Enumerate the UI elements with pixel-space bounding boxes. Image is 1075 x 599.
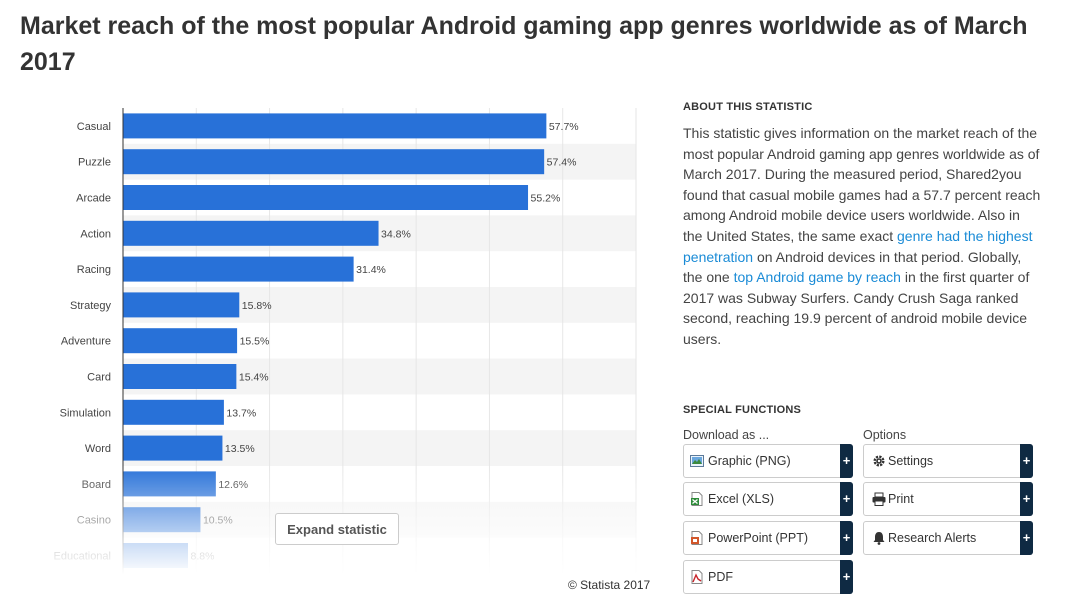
bar-simulation[interactable]	[123, 399, 224, 425]
page-title: Market reach of the most popular Android…	[20, 12, 1028, 76]
expand-statistic-button[interactable]: Expand statistic	[275, 513, 399, 545]
print-button[interactable]: Print +	[863, 482, 1033, 516]
category-label: Strategy	[70, 300, 111, 312]
chart-svg: Casual 57.7% Puzzle 57.4% Arcade 55.2% Action 3…	[54, 108, 637, 574]
value-label: 15.5%	[240, 336, 270, 348]
bar-casino[interactable]	[123, 507, 201, 533]
download-ppt-label: PowerPoint (PPT)	[708, 531, 809, 545]
excel-icon	[690, 492, 704, 506]
about-text-part-2: on Android devices in that period. Globa…	[683, 248, 1022, 286]
plus-icon: +	[840, 521, 853, 555]
value-label: 34.8%	[381, 228, 411, 240]
download-as-label: Download as ...	[683, 428, 770, 442]
category-label: Educational	[54, 551, 112, 563]
about-text-part-3: in the first quarter of 2017 was Subway …	[683, 269, 1030, 347]
category-label: Puzzle	[78, 157, 111, 169]
download-png-button[interactable]: Graphic (PNG) +	[683, 444, 853, 478]
value-label: 57.7%	[549, 121, 579, 133]
plus-icon: +	[840, 560, 853, 594]
category-label: Board	[82, 479, 111, 491]
value-label: 12.6%	[218, 479, 248, 491]
download-xls-button[interactable]: Excel (XLS) +	[683, 482, 853, 516]
download-ppt-button[interactable]: PowerPoint (PPT) +	[683, 521, 853, 555]
category-label: Arcade	[76, 193, 111, 205]
value-label: 31.4%	[356, 264, 386, 276]
top-game-link[interactable]: top Android game by reach	[733, 269, 901, 286]
print-label: Print	[888, 492, 914, 506]
value-label: 15.8%	[242, 300, 272, 312]
plus-icon: +	[840, 482, 853, 516]
research-alerts-label: Research Alerts	[888, 531, 977, 545]
category-label: Racing	[77, 264, 111, 276]
about-text-part-1: This statistic gives information on the …	[683, 125, 1041, 244]
bar-action[interactable]	[123, 220, 379, 246]
printer-icon	[872, 492, 886, 506]
category-label: Casino	[77, 515, 111, 527]
gear-icon	[872, 454, 886, 468]
copyright-text: © Statista 2017	[568, 578, 651, 592]
bar-card[interactable]	[123, 364, 237, 389]
category-label: Card	[87, 372, 111, 384]
settings-button[interactable]: Settings +	[863, 444, 1033, 478]
bar-word[interactable]	[123, 435, 223, 461]
options-label: Options	[863, 428, 907, 442]
settings-label: Settings	[888, 454, 934, 468]
bar-strategy[interactable]	[123, 292, 240, 318]
category-label: Word	[85, 443, 111, 455]
category-label: Action	[80, 228, 111, 240]
download-png-label: Graphic (PNG)	[708, 454, 791, 468]
bar-casual[interactable]	[123, 113, 547, 139]
plus-icon: +	[1020, 444, 1033, 478]
plus-icon: +	[1020, 521, 1033, 555]
download-xls-label: Excel (XLS)	[708, 492, 774, 506]
about-heading: ABOUT THIS STATISTIC	[683, 101, 813, 113]
value-label: 10.5%	[203, 515, 233, 527]
genre-penetration-link[interactable]: genre had the highest penetration	[683, 227, 1033, 265]
plus-icon: +	[1020, 482, 1033, 516]
about-text: This statistic gives information on the …	[683, 123, 1043, 350]
bar-chart: Casual 57.7% Puzzle 57.4% Arcade 55.2% Action 3…	[0, 105, 650, 575]
bar-educational[interactable]	[123, 543, 188, 568]
value-label: 8.8%	[190, 551, 214, 563]
value-label: 13.7%	[226, 407, 256, 419]
value-label: 55.2%	[531, 193, 561, 205]
category-label: Simulation	[60, 407, 111, 419]
bar-arcade[interactable]	[123, 185, 529, 210]
image-icon	[690, 454, 704, 468]
download-pdf-label: PDF	[708, 570, 733, 584]
pdf-icon	[690, 570, 704, 584]
download-pdf-button[interactable]: PDF +	[683, 560, 853, 594]
plus-icon: +	[840, 444, 853, 478]
value-label: 13.5%	[225, 443, 255, 455]
bar-adventure[interactable]	[123, 328, 238, 354]
special-functions-heading: SPECIAL FUNCTIONS	[683, 404, 802, 416]
bar-racing[interactable]	[123, 256, 354, 282]
bell-icon	[872, 531, 886, 545]
value-label: 57.4%	[547, 157, 577, 169]
research-alerts-button[interactable]: Research Alerts +	[863, 521, 1033, 555]
category-label: Casual	[77, 121, 111, 133]
bar-puzzle[interactable]	[123, 149, 545, 175]
category-label: Adventure	[61, 336, 111, 348]
value-label: 15.4%	[239, 372, 269, 384]
powerpoint-icon	[690, 531, 704, 545]
bar-board[interactable]	[123, 471, 216, 497]
